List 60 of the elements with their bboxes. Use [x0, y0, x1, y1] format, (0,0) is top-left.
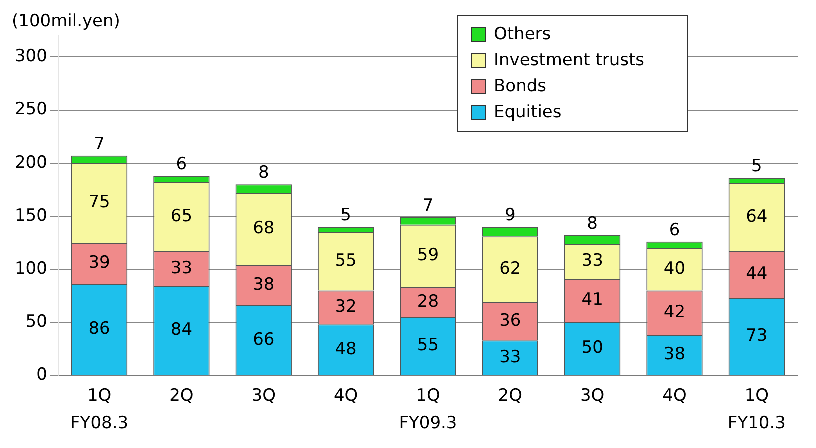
y-tick-label: 100 — [14, 258, 48, 279]
data-label: 39 — [88, 253, 110, 274]
y-tick-label: 250 — [14, 100, 48, 120]
data-label: 62 — [500, 258, 522, 279]
data-label: 50 — [582, 338, 604, 358]
x-tick-label: 1Q — [744, 386, 770, 406]
data-label: 75 — [88, 192, 110, 213]
data-label: 73 — [746, 326, 768, 346]
data-label: 64 — [746, 206, 768, 227]
data-label: 55 — [417, 336, 440, 356]
data-label: 44 — [746, 264, 768, 284]
y-tick-label: 200 — [14, 152, 48, 173]
data-label: 32 — [335, 297, 357, 318]
data-label: 65 — [170, 206, 193, 226]
data-label: 40 — [664, 258, 686, 279]
data-label: 33 — [500, 347, 522, 368]
data-label: 28 — [417, 292, 440, 312]
x-tick-label: 2Q — [170, 386, 194, 406]
data-label: 36 — [500, 310, 522, 331]
legend-label: Investment trusts — [494, 50, 645, 70]
data-label: 38 — [253, 274, 275, 295]
data-label: 55 — [335, 250, 357, 271]
data-label: 5 — [340, 205, 352, 226]
y-tick-label: 50 — [26, 312, 48, 332]
x-tick-label: 3Q — [580, 386, 605, 406]
data-label: 41 — [582, 290, 604, 310]
legend-label: Others — [494, 24, 552, 44]
data-label: 8 — [587, 214, 598, 234]
y-tick-label: 300 — [14, 46, 48, 67]
data-label: 7 — [422, 196, 434, 216]
legend-label: Bonds — [494, 76, 547, 96]
data-label: 7 — [94, 134, 105, 154]
y-tick-label: 150 — [14, 206, 48, 226]
data-label: 38 — [664, 344, 686, 365]
data-label: 33 — [582, 250, 604, 271]
y-axis-title: (100mil.yen) — [12, 11, 120, 32]
data-label: 6 — [669, 220, 680, 240]
data-label: 9 — [504, 205, 516, 226]
data-label: 84 — [170, 320, 193, 340]
x-tick-label: 1Q — [87, 386, 112, 406]
data-label: 66 — [253, 330, 275, 350]
data-label: 33 — [170, 258, 193, 278]
data-label: 68 — [253, 218, 275, 239]
text: FY09.3 — [399, 413, 458, 434]
data-label: 48 — [335, 339, 357, 360]
x-tick-label: 2Q — [498, 386, 522, 406]
data-label: 86 — [88, 319, 110, 340]
text: FY10.3 — [728, 413, 786, 434]
x-tick-label: 4Q — [334, 386, 358, 406]
x-tick-label: 1Q — [416, 386, 440, 406]
data-label: 42 — [664, 302, 686, 322]
text: FY08.3 — [70, 413, 129, 434]
y-tick-label: 0 — [36, 365, 48, 386]
data-label: 8 — [258, 162, 270, 183]
x-tick-label: 3Q — [252, 386, 276, 406]
data-label: 6 — [176, 154, 188, 175]
x-tick-label: 4Q — [662, 386, 687, 406]
data-label: 5 — [752, 156, 762, 177]
data-label: 59 — [417, 246, 440, 266]
legend-label: Equities — [494, 102, 562, 122]
